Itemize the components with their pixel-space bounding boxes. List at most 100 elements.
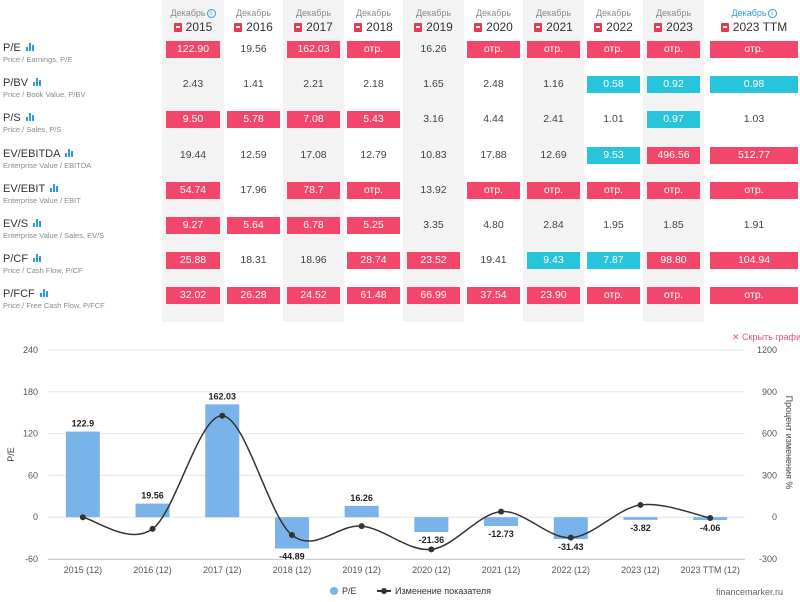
bar-pe (484, 517, 519, 527)
column-header[interactable]: Декабрь 2020 (467, 8, 520, 34)
change-point (288, 532, 295, 539)
metric-cell: 24.52 (287, 287, 340, 304)
column-header[interactable]: Декабрь i 2023 TTM (710, 8, 798, 34)
legend-item-pe[interactable]: P/E (330, 586, 357, 596)
bar-chart-icon[interactable] (33, 254, 42, 262)
change-line (82, 415, 711, 551)
metric-cell: 7.87 (587, 252, 640, 269)
column-year: 2016 (227, 20, 280, 34)
metric-name: EV/EBIT (3, 183, 81, 196)
bar-pe (65, 431, 100, 518)
metric-cell: 25.88 (166, 252, 220, 269)
hide-chart-link[interactable]: ✕ Скрыть графи (732, 332, 800, 342)
bar-pe (205, 404, 240, 518)
metric-cell: 12.79 (360, 149, 387, 161)
bar-chart-icon[interactable] (25, 43, 35, 51)
metric-name: P/FCF (3, 288, 105, 301)
column-period-text: Декабрь (295, 8, 332, 18)
column-year: 2019 (407, 20, 460, 34)
metric-cell: 0.98 (710, 76, 798, 93)
column-year: 2015 (166, 20, 220, 34)
metric-name: P/BV (3, 77, 85, 90)
metric-cell: 17.88 (480, 149, 507, 161)
metric-cell: 5.25 (347, 217, 400, 234)
column-period-label: Декабрь (287, 8, 340, 19)
metric-name-text: EV/EBITDA (3, 148, 61, 160)
bar-chart-icon[interactable] (25, 113, 35, 121)
metric-cell: отр. (587, 182, 640, 199)
column-header[interactable]: Декабрь 2016 (227, 8, 280, 34)
pdf-report-icon[interactable] (173, 23, 182, 32)
metric-cell: 18.31 (240, 254, 267, 266)
pdf-report-icon[interactable] (594, 23, 603, 32)
column-period-text: Декабрь (235, 8, 272, 18)
metric-cell: 3.35 (423, 219, 444, 231)
metric-cell: 32.02 (166, 287, 220, 304)
column-header[interactable]: Декабрь 2018 (347, 8, 400, 34)
metric-name-text: P/E (3, 42, 21, 54)
column-year-text: 2017 (306, 20, 333, 34)
column-period-label: Декабрь (227, 8, 280, 19)
bar-chart-icon[interactable] (39, 289, 49, 297)
column-header[interactable]: Декабрь 2023 (647, 8, 700, 34)
column-period-label: Декабрь i (166, 8, 220, 19)
metric-cell: 17.96 (240, 184, 267, 196)
bar-chart-icon[interactable] (33, 78, 42, 86)
column-header[interactable]: Декабрь i 2015 (166, 8, 220, 34)
x-tick-label: 2023 (12) (621, 565, 660, 575)
metric-cell: отр. (647, 287, 700, 304)
row-label: P/BV Price / Book Value, P/BV (3, 77, 85, 100)
column-header[interactable]: Декабрь 2021 (527, 8, 580, 34)
bar-chart-icon[interactable] (33, 219, 42, 227)
metric-name-text: P/FCF (3, 288, 35, 300)
y2-axis-title: Процент изменения % (784, 396, 794, 490)
metric-name: P/E (3, 42, 72, 55)
column-year: 2021 (527, 20, 580, 34)
metric-cell: 2.84 (543, 219, 564, 231)
y2-tick-label: 900 (762, 387, 777, 397)
column-period-label: Декабрь (587, 8, 640, 19)
info-icon[interactable]: i (767, 9, 777, 19)
column-year-text: 2015 (185, 20, 213, 34)
bar-chart-icon[interactable] (65, 149, 74, 157)
bar-value-label: -12.73 (488, 529, 514, 539)
pdf-report-icon[interactable] (720, 23, 729, 32)
column-period-text: Декабрь (535, 8, 572, 18)
bar-chart-icon[interactable] (50, 184, 59, 192)
metric-cell: 9.43 (527, 252, 580, 269)
bar-value-label: 122.9 (72, 419, 95, 429)
pdf-report-icon[interactable] (654, 23, 663, 32)
y-tick-label: 240 (23, 345, 38, 355)
bar-value-label: -44.89 (279, 551, 305, 561)
pdf-report-icon[interactable] (474, 23, 483, 32)
metric-cell: отр. (710, 41, 798, 58)
column-year: 2023 (647, 20, 700, 34)
metric-cell: 9.50 (166, 111, 220, 128)
bar-value-label: -21.36 (419, 535, 445, 545)
metric-cell: 7.08 (287, 111, 340, 128)
metric-cell: 12.59 (240, 149, 267, 161)
pdf-report-icon[interactable] (534, 23, 543, 32)
column-header[interactable]: Декабрь 2019 (407, 8, 460, 34)
column-period-label: Декабрь (647, 8, 700, 19)
info-icon[interactable]: i (206, 9, 216, 19)
pdf-report-icon[interactable] (294, 23, 303, 32)
x-tick-label: 2023 TTM (12) (680, 565, 739, 575)
metric-cell: 3.16 (423, 113, 444, 125)
column-period-label: Декабрь i (710, 8, 798, 19)
legend-item-change[interactable]: Изменение показателя (377, 586, 491, 596)
pdf-report-icon[interactable] (234, 23, 243, 32)
pdf-report-icon[interactable] (414, 23, 423, 32)
metric-cell: 18.96 (300, 254, 327, 266)
pdf-report-icon[interactable] (354, 23, 363, 32)
column-header[interactable]: Декабрь 2017 (287, 8, 340, 34)
x-tick-label: 2016 (12) (133, 565, 172, 575)
y-tick-label: 0 (33, 512, 38, 522)
metric-name: P/S (3, 112, 61, 125)
x-tick-label: 2019 (12) (342, 565, 381, 575)
metric-cell: 13.92 (420, 184, 447, 196)
bar-value-label: -31.43 (558, 542, 584, 552)
watermark: financemarker.ru (716, 587, 784, 597)
column-year: 2017 (287, 20, 340, 34)
column-header[interactable]: Декабрь 2022 (587, 8, 640, 34)
